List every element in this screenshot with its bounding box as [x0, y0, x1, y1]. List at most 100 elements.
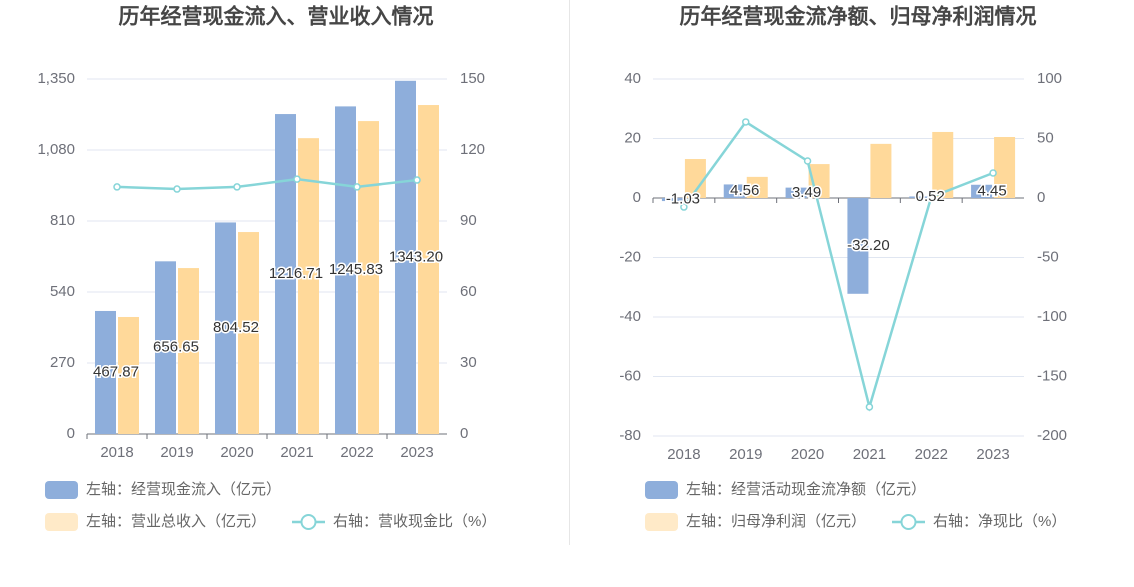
value-label: 1245.83	[329, 261, 383, 278]
bar	[723, 184, 745, 198]
value-label: -1.03	[666, 191, 700, 208]
bar	[870, 143, 892, 198]
line-point	[173, 185, 181, 193]
line-point	[927, 193, 935, 201]
y2-tick-label: 30	[460, 354, 477, 371]
y2-tick-label: 100	[1037, 70, 1062, 87]
bar	[215, 222, 236, 434]
y2-tick-label: -150	[1037, 367, 1067, 384]
line-point	[353, 183, 361, 191]
x-tick-label: 2018	[100, 444, 133, 461]
value-label: 804.52	[213, 319, 259, 336]
y-tick-label: 1,080	[37, 141, 75, 158]
y2-tick-label: 120	[460, 141, 485, 158]
y-tick-label: 0	[633, 189, 641, 206]
bar	[909, 196, 931, 198]
legend-icon	[900, 514, 917, 530]
line-point	[865, 403, 874, 411]
value-label: 656.65	[153, 339, 199, 356]
line-point	[293, 175, 301, 183]
legend-icon	[45, 513, 78, 531]
bar	[994, 137, 1016, 198]
y-tick-label: -40	[619, 308, 641, 325]
value-label: -32.20	[847, 237, 890, 254]
value-label: 4.45	[977, 182, 1006, 199]
bar	[335, 106, 356, 434]
y2-tick-label: 150	[460, 70, 485, 87]
x-tick-label: 2020	[791, 446, 824, 463]
x-tick-label: 2018	[667, 446, 700, 463]
bar	[971, 184, 993, 198]
legend-label: 左轴：经营活动现金流净额（亿元）	[686, 481, 926, 498]
legend-label: 右轴：营收现金比（%）	[333, 513, 496, 530]
chart-title: 历年经营现金流入、营业收入情况	[119, 5, 434, 29]
y2-tick-label: 50	[1037, 129, 1054, 146]
x-tick-label: 2020	[220, 444, 253, 461]
x-tick-label: 2019	[160, 444, 193, 461]
bar	[661, 198, 683, 202]
x-tick-label: 2022	[915, 446, 948, 463]
y2-tick-label: -50	[1037, 248, 1059, 265]
x-tick-label: 2023	[976, 446, 1009, 463]
legend-icon	[300, 514, 317, 530]
bar	[847, 198, 869, 294]
bar	[95, 310, 116, 434]
line-point	[113, 183, 121, 191]
value-label: 0.52	[916, 188, 945, 205]
y2-tick-label: 0	[460, 425, 468, 442]
y-tick-label: 20	[624, 129, 641, 146]
line	[116, 177, 418, 191]
y-tick-label: 270	[50, 354, 75, 371]
y-tick-label: 40	[624, 70, 641, 87]
bar	[746, 176, 768, 198]
value-label: 1216.71	[269, 265, 323, 282]
bar	[932, 131, 954, 198]
bar	[684, 159, 706, 198]
value-label: 467.87	[93, 363, 139, 380]
x-tick-label: 2021	[280, 444, 313, 461]
y2-tick-label: 0	[1037, 189, 1045, 206]
bar	[785, 187, 807, 198]
y-tick-label: 540	[50, 283, 75, 300]
line-point	[742, 118, 750, 126]
y-tick-label: -80	[619, 427, 641, 444]
line-point	[413, 176, 421, 184]
x-tick-label: 2022	[340, 444, 373, 461]
legend-label: 右轴：净现比（%）	[933, 513, 1066, 530]
value-label: 1343.20	[389, 248, 443, 265]
line-point	[803, 157, 812, 165]
bar	[155, 261, 176, 434]
y2-tick-label: -100	[1037, 308, 1067, 325]
y-tick-label: -60	[619, 367, 641, 384]
x-tick-label: 2019	[729, 446, 762, 463]
legend-icon	[45, 481, 78, 499]
value-label: 3.49	[792, 184, 821, 201]
legend-label: 左轴：营业总收入（亿元）	[86, 513, 266, 530]
y2-tick-label: 90	[460, 212, 477, 229]
legend-icon	[645, 481, 678, 499]
y2-tick-label: -200	[1037, 427, 1067, 444]
line-point	[989, 169, 997, 177]
legend-icon	[645, 513, 678, 531]
value-label: 4.56	[730, 182, 759, 199]
x-tick-label: 2021	[853, 446, 886, 463]
line	[682, 120, 994, 412]
legend-label: 左轴：经营现金流入（亿元）	[86, 481, 281, 498]
bar	[395, 80, 416, 434]
bar	[275, 114, 296, 435]
y-tick-label: -20	[619, 248, 641, 265]
y-tick-label: 0	[67, 425, 75, 442]
bar	[118, 316, 139, 434]
y-tick-label: 810	[50, 212, 75, 229]
bar	[238, 232, 259, 434]
bar	[298, 138, 319, 434]
line-point	[233, 183, 241, 191]
bar	[178, 268, 199, 434]
x-tick-label: 2023	[400, 444, 433, 461]
line-point	[680, 203, 688, 211]
chart-title: 历年经营现金流净额、归母净利润情况	[680, 5, 1037, 29]
bar	[418, 105, 439, 435]
y2-tick-label: 60	[460, 283, 477, 300]
y-tick-label: 1,350	[37, 70, 75, 87]
